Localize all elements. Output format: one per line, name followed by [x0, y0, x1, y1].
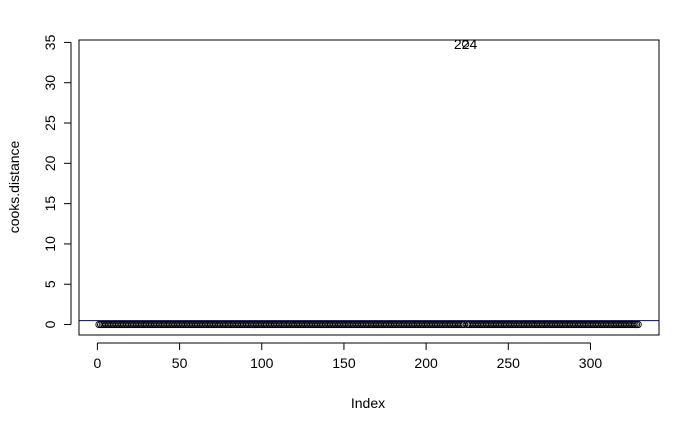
y-tick-label: 25 — [42, 115, 58, 131]
data-point — [634, 320, 642, 329]
y-tick-label: 20 — [42, 155, 58, 171]
axes-layer: 0 50 100 150 200 250 300 0 5 10 15 20 25 30 35 — [42, 34, 602, 371]
x-tick-label: 300 — [579, 355, 603, 371]
y-tick-label: 10 — [42, 236, 58, 252]
x-axis-label: Index — [351, 395, 385, 411]
point-label: 224 — [454, 36, 478, 52]
labels-layer: 224 — [454, 36, 478, 52]
y-tick-label: 5 — [42, 280, 58, 288]
x-tick-label: 0 — [94, 355, 102, 371]
data-point — [461, 40, 470, 48]
x-tick-label: 100 — [250, 355, 274, 371]
plot-frame — [78, 39, 660, 336]
x-tick-label: 250 — [497, 355, 521, 371]
y-tick-label: 30 — [42, 75, 58, 91]
x-tick-label: 200 — [414, 355, 438, 371]
y-axis-label: cooks.distance — [6, 140, 22, 233]
y-tick-label: 0 — [42, 320, 58, 328]
y-tick-label: 15 — [42, 196, 58, 212]
points-layer — [79, 40, 659, 329]
x-tick-label: 150 — [332, 355, 356, 371]
x-tick-label: 50 — [172, 355, 188, 371]
y-tick-label: 35 — [42, 34, 58, 50]
